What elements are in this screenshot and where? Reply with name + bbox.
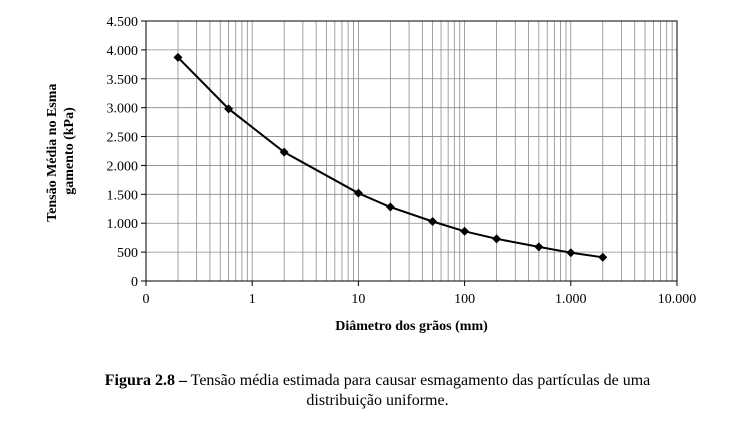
x-tick-label: 10.000 bbox=[658, 292, 697, 307]
y-tick-label: 2.000 bbox=[107, 159, 139, 174]
data-point-marker bbox=[385, 202, 395, 212]
data-point-marker bbox=[534, 242, 544, 252]
x-axis-tick-labels: 0 1 10 100 1.000 10.000 bbox=[143, 281, 697, 307]
y-tick-label: 3.000 bbox=[107, 102, 139, 117]
data-point-marker bbox=[428, 216, 438, 226]
y-tick-label: 1.500 bbox=[107, 188, 139, 203]
x-tick-label: 1.000 bbox=[555, 292, 587, 307]
data-point-marker bbox=[566, 248, 576, 258]
data-point-marker bbox=[173, 52, 183, 62]
y-tick-label: 0 bbox=[131, 275, 138, 290]
y-axis-title: Tensão Média no Esma gamento (kPa) bbox=[45, 80, 77, 222]
y-tick-label: 4.500 bbox=[107, 15, 139, 30]
x-tick-label: 10 bbox=[351, 292, 365, 307]
y-axis-title-line-1: Tensão Média no Esma bbox=[45, 84, 60, 222]
x-tick-label: 100 bbox=[454, 292, 475, 307]
figure-caption-label: Figura 2.8 – bbox=[104, 372, 187, 389]
data-point-marker bbox=[224, 104, 234, 114]
data-point-marker bbox=[353, 188, 363, 198]
x-tick-label: 1 bbox=[249, 292, 256, 307]
plot-area-frame bbox=[145, 20, 678, 282]
figure-caption-line-2: distribuição uniforme. bbox=[306, 392, 449, 409]
figure-caption-line-1: Tensão média estimada para causar esmaga… bbox=[186, 372, 651, 389]
data-point-marker bbox=[460, 226, 470, 236]
y-tick-label: 500 bbox=[117, 246, 138, 261]
y-tick-label: 4.000 bbox=[107, 44, 139, 59]
series bbox=[173, 52, 608, 262]
data-point-marker bbox=[492, 234, 502, 244]
y-tick-label: 2.500 bbox=[107, 131, 139, 146]
y-tick-label: 1.000 bbox=[107, 217, 139, 232]
figure-caption: Figura 2.8 – Tensão média estimada para … bbox=[0, 371, 755, 411]
data-point-marker bbox=[279, 147, 289, 157]
data-point-marker bbox=[598, 252, 608, 262]
y-axis-tick-labels: 0 500 1.000 1.500 2.000 2.500 3.000 3.500 4.000 4… bbox=[107, 15, 146, 290]
y-tick-label: 3.500 bbox=[107, 73, 139, 88]
y-axis-title-line-2: gamento (kPa) bbox=[62, 107, 77, 195]
grid bbox=[145, 20, 677, 282]
x-axis-title: Diâmetro dos grãos (mm) bbox=[335, 319, 488, 334]
chart: 0 1 10 100 1.000 10.000 0 500 1.000 1.500 2.000 2.… bbox=[45, 15, 697, 334]
x-tick-label: 0 bbox=[143, 292, 150, 307]
